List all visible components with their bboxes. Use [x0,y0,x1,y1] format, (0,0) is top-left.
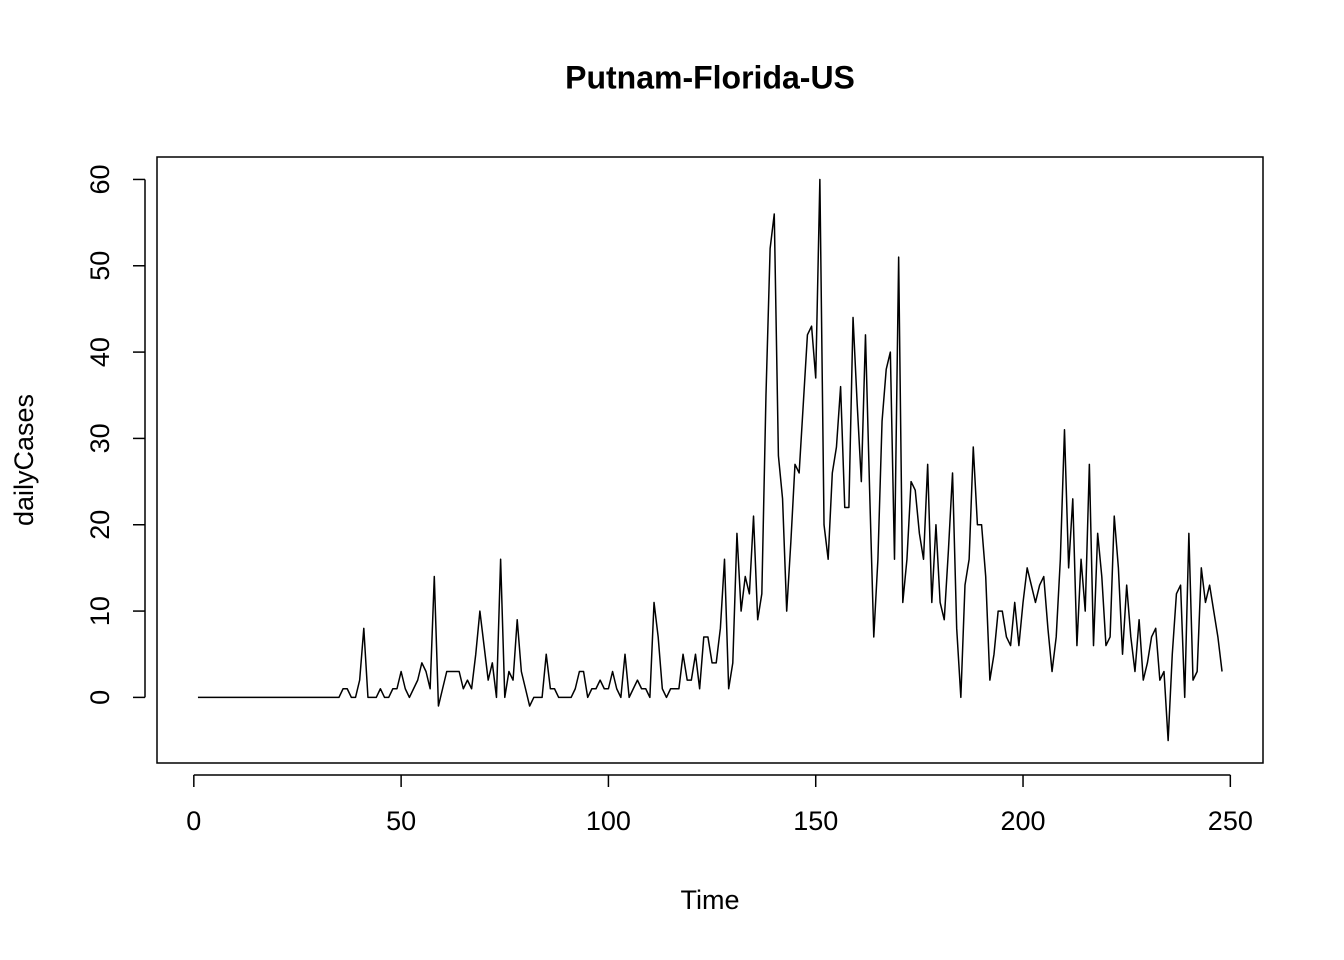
y-tick-label: 60 [85,164,115,194]
x-tick-label: 200 [1000,806,1045,836]
x-tick-label: 100 [586,806,631,836]
chart-title: Putnam-Florida-US [565,59,855,95]
x-axis-label: Time [681,885,740,915]
y-axis-label: dailyCases [9,394,39,526]
y-tick-label: 10 [85,596,115,626]
x-tick-label: 250 [1208,806,1253,836]
y-tick-label: 0 [85,690,115,705]
y-tick-label: 40 [85,337,115,367]
plot-frame [156,156,1264,764]
y-tick-label: 50 [85,251,115,281]
y-tick-label: 20 [85,510,115,540]
y-tick-label: 30 [85,423,115,453]
x-tick-label: 150 [793,806,838,836]
x-tick-label: 50 [386,806,416,836]
x-tick-label: 0 [186,806,201,836]
data-line [197,178,1223,742]
